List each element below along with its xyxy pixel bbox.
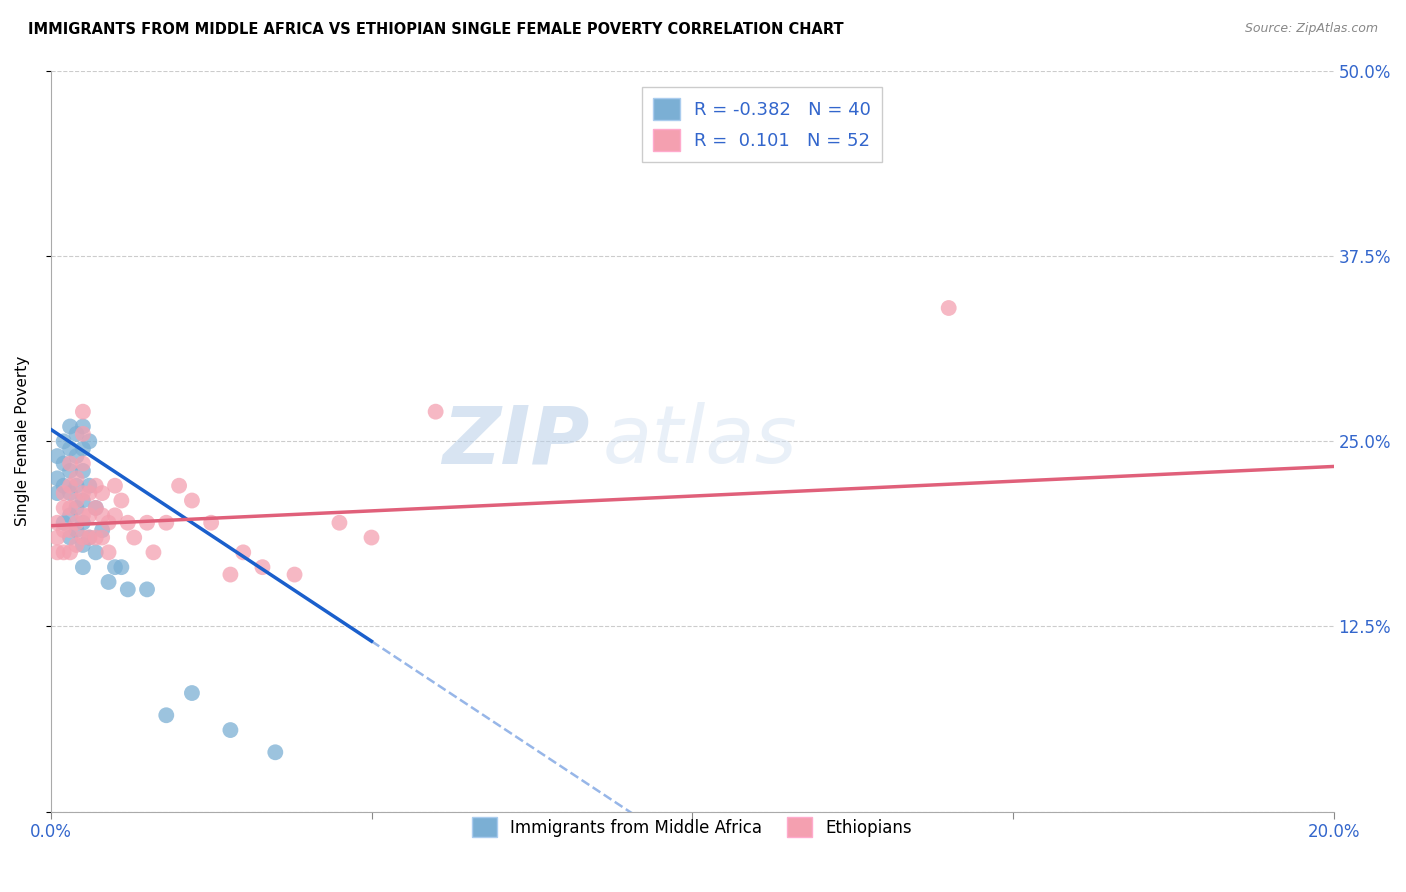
Point [91, 486, 114, 500]
Point [65, 516, 87, 530]
Point [117, 516, 139, 530]
Point [79, 434, 101, 449]
Point [79, 479, 101, 493]
Text: IMMIGRANTS FROM MIDDLE AFRICA VS ETHIOPIAN SINGLE FEMALE POVERTY CORRELATION CHA: IMMIGRANTS FROM MIDDLE AFRICA VS ETHIOPI… [28, 22, 844, 37]
Point [181, 686, 204, 700]
Point [252, 560, 274, 574]
Point [52, 457, 75, 471]
Point [46, 471, 69, 485]
Point [136, 516, 159, 530]
Y-axis label: Single Female Poverty: Single Female Poverty [15, 356, 30, 526]
Point [72, 538, 94, 552]
Point [59, 442, 82, 456]
Point [59, 545, 82, 559]
Text: ZIP: ZIP [441, 402, 589, 480]
Legend: Immigrants from Middle Africa, Ethiopians: Immigrants from Middle Africa, Ethiopian… [465, 810, 920, 844]
Point [264, 745, 287, 759]
Point [142, 545, 165, 559]
Point [425, 405, 447, 419]
Point [52, 479, 75, 493]
Point [65, 426, 87, 441]
Point [104, 479, 127, 493]
Point [91, 508, 114, 523]
Point [72, 493, 94, 508]
Point [84, 500, 107, 515]
Point [84, 479, 107, 493]
Point [59, 479, 82, 493]
Text: atlas: atlas [602, 402, 797, 480]
Point [91, 523, 114, 537]
Point [200, 516, 222, 530]
Point [97, 574, 120, 589]
Point [72, 464, 94, 478]
Point [110, 493, 132, 508]
Point [110, 560, 132, 574]
Point [938, 301, 960, 315]
Point [65, 523, 87, 537]
Point [79, 531, 101, 545]
Point [155, 516, 177, 530]
Point [59, 523, 82, 537]
Point [104, 508, 127, 523]
Point [283, 567, 305, 582]
Point [46, 516, 69, 530]
Point [46, 486, 69, 500]
Point [59, 500, 82, 515]
Point [65, 471, 87, 485]
Point [59, 457, 82, 471]
Point [72, 426, 94, 441]
Point [122, 531, 145, 545]
Point [65, 538, 87, 552]
Point [181, 493, 204, 508]
Point [72, 531, 94, 545]
Point [79, 531, 101, 545]
Point [52, 434, 75, 449]
Point [104, 560, 127, 574]
Point [72, 457, 94, 471]
Point [59, 531, 82, 545]
Point [117, 582, 139, 597]
Point [328, 516, 350, 530]
Point [65, 479, 87, 493]
Point [46, 545, 69, 559]
Point [136, 582, 159, 597]
Point [59, 486, 82, 500]
Point [59, 464, 82, 478]
Point [52, 523, 75, 537]
Point [360, 531, 382, 545]
Point [84, 545, 107, 559]
Point [79, 508, 101, 523]
Point [72, 405, 94, 419]
Point [46, 531, 69, 545]
Point [52, 545, 75, 559]
Point [72, 486, 94, 500]
Point [52, 516, 75, 530]
Point [91, 531, 114, 545]
Point [59, 419, 82, 434]
Point [46, 449, 69, 463]
Point [52, 486, 75, 500]
Point [219, 723, 242, 737]
Point [65, 500, 87, 515]
Point [52, 500, 75, 515]
Point [72, 516, 94, 530]
Point [72, 419, 94, 434]
Point [219, 567, 242, 582]
Point [72, 442, 94, 456]
Text: Source: ZipAtlas.com: Source: ZipAtlas.com [1244, 22, 1378, 36]
Point [155, 708, 177, 723]
Point [232, 545, 254, 559]
Point [72, 560, 94, 574]
Point [97, 545, 120, 559]
Point [97, 516, 120, 530]
Point [167, 479, 190, 493]
Point [65, 449, 87, 463]
Point [79, 486, 101, 500]
Point [84, 500, 107, 515]
Point [59, 508, 82, 523]
Point [84, 531, 107, 545]
Point [65, 493, 87, 508]
Point [72, 508, 94, 523]
